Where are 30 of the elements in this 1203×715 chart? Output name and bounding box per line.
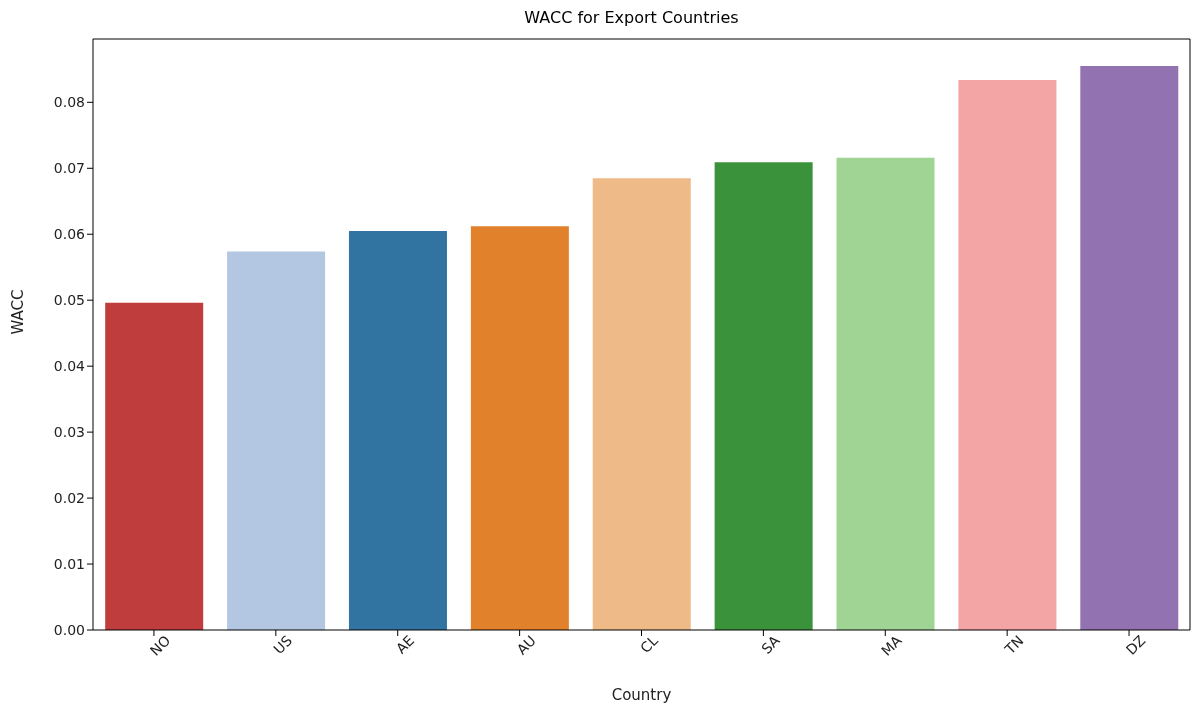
- chart-title: WACC for Export Countries: [523, 8, 740, 29]
- bar: [1080, 66, 1179, 630]
- bar: [105, 302, 204, 630]
- x-tick-label: MA: [878, 631, 905, 659]
- y-tick-label: 0.03: [53, 424, 85, 441]
- x-tick-label: TN: [1001, 632, 1027, 658]
- y-tick-label: 0.02: [53, 490, 85, 507]
- y-tick-label: 0.05: [53, 292, 85, 309]
- x-tick-label: AE: [392, 632, 418, 657]
- bar: [714, 162, 813, 630]
- x-axis-title: Country: [611, 686, 672, 704]
- x-tick-label: AU: [513, 632, 539, 658]
- y-tick-label: 0.04: [53, 358, 86, 375]
- y-tick-label: 0.08: [53, 94, 85, 111]
- bar: [470, 226, 569, 630]
- y-tick-label: 0.07: [53, 160, 85, 177]
- x-tick-label: CL: [637, 632, 662, 657]
- y-tick-label: 0.00: [53, 621, 85, 638]
- bar: [958, 79, 1057, 630]
- bar: [227, 251, 326, 630]
- x-tick-label: DZ: [1122, 632, 1149, 658]
- x-tick-label: NO: [146, 632, 174, 659]
- x-tick-label: SA: [758, 631, 784, 657]
- bar: [836, 157, 935, 630]
- bar: [592, 178, 691, 630]
- bar: [348, 230, 447, 630]
- y-axis-title: WACC: [9, 289, 28, 335]
- x-tick-label: US: [270, 632, 296, 658]
- y-tick-label: 0.06: [53, 226, 86, 243]
- y-tick-label: 0.01: [53, 556, 85, 573]
